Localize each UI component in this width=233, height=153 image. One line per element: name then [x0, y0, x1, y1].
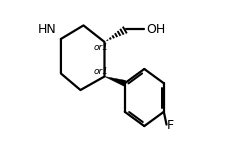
Text: HN: HN: [37, 23, 56, 36]
Text: or1: or1: [93, 67, 108, 76]
Polygon shape: [104, 76, 126, 86]
Text: OH: OH: [146, 23, 165, 36]
Text: F: F: [167, 119, 174, 132]
Text: or1: or1: [93, 43, 108, 52]
